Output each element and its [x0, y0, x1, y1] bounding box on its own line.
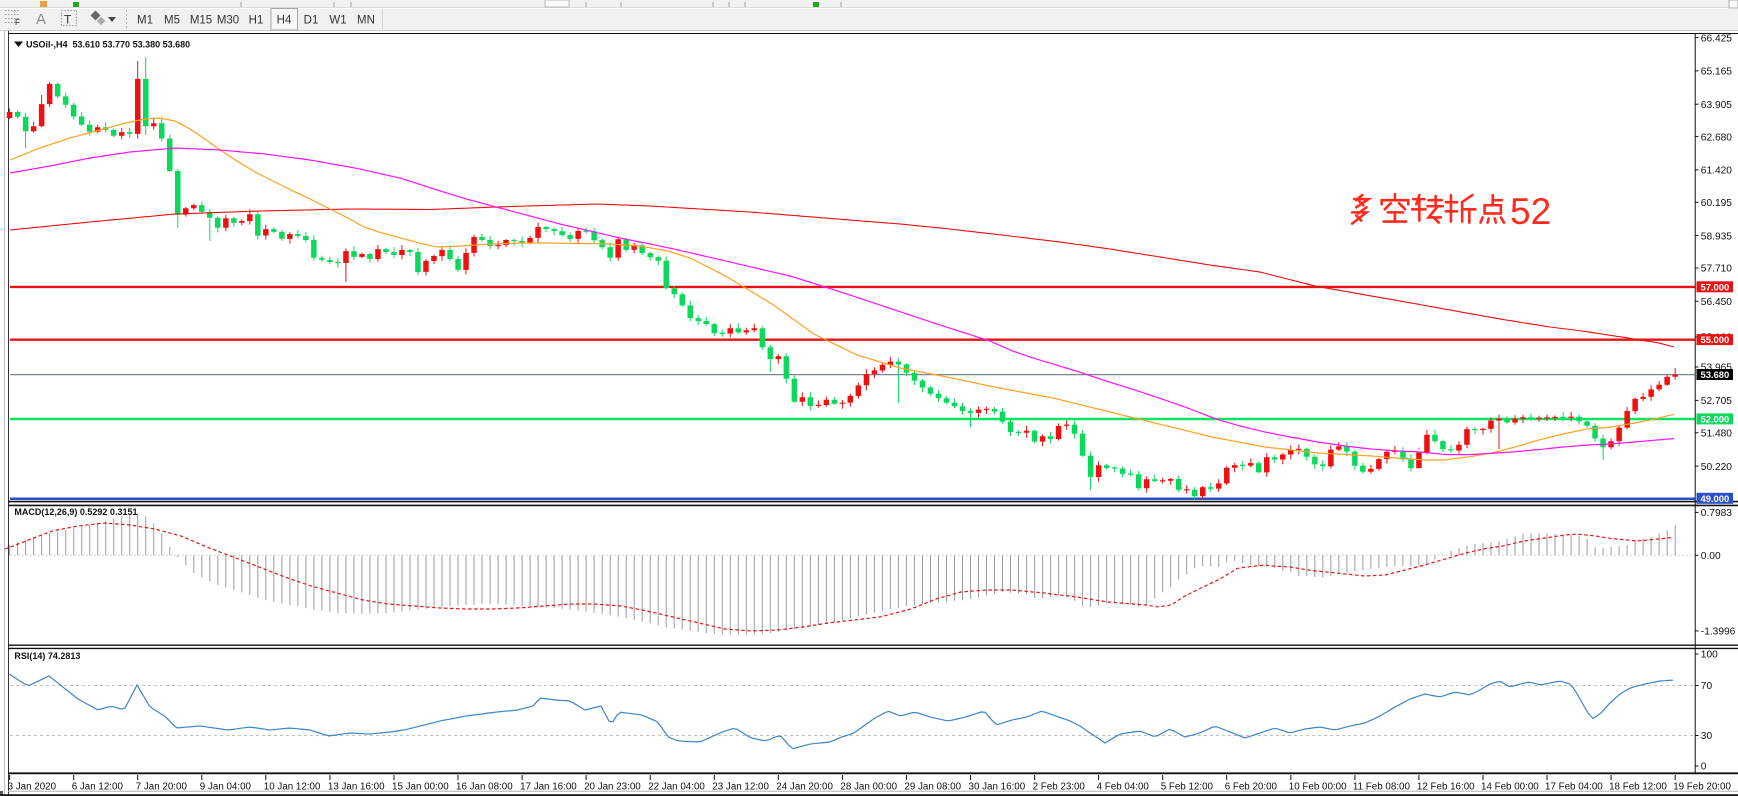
svg-text:W1: W1	[329, 15, 346, 27]
svg-text:14 Feb 00:00: 14 Feb 00:00	[1481, 782, 1539, 793]
svg-text:29 Jan 08:00: 29 Jan 08:00	[904, 782, 961, 793]
svg-text:49.000: 49.000	[1701, 493, 1730, 504]
svg-text:16 Jan 08:00: 16 Jan 08:00	[456, 782, 513, 793]
svg-text:22 Jan 04:00: 22 Jan 04:00	[648, 782, 705, 793]
svg-text:MN: MN	[357, 15, 375, 27]
svg-text:M30: M30	[217, 15, 239, 27]
svg-text:4 Feb 04:00: 4 Feb 04:00	[1097, 782, 1150, 793]
svg-text:7 Jan 20:00: 7 Jan 20:00	[136, 782, 188, 793]
svg-text:52.705: 52.705	[1701, 396, 1732, 407]
svg-text:100: 100	[1701, 650, 1718, 661]
svg-text:19 Feb 20:00: 19 Feb 20:00	[1673, 782, 1731, 793]
svg-text:10 Jan 12:00: 10 Jan 12:00	[264, 782, 321, 793]
svg-text:17 Jan 16:00: 17 Jan 16:00	[520, 782, 577, 793]
svg-text:M1: M1	[137, 15, 153, 27]
svg-text:57.710: 57.710	[1701, 264, 1732, 275]
svg-text:11 Feb 08:00: 11 Feb 08:00	[1353, 782, 1411, 793]
svg-text:6 Jan 12:00: 6 Jan 12:00	[72, 782, 124, 793]
svg-text:24 Jan 20:00: 24 Jan 20:00	[776, 782, 833, 793]
svg-text:5 Feb 12:00: 5 Feb 12:00	[1161, 782, 1214, 793]
svg-text:56.450: 56.450	[1701, 297, 1732, 308]
svg-text:30 Jan 16:00: 30 Jan 16:00	[969, 782, 1026, 793]
svg-text:52.000: 52.000	[1701, 413, 1730, 424]
svg-text:M15: M15	[190, 15, 212, 27]
svg-text:57.000: 57.000	[1701, 281, 1730, 292]
svg-text:H4: H4	[277, 15, 292, 27]
svg-text:12 Feb 16:00: 12 Feb 16:00	[1417, 782, 1475, 793]
svg-text:0.7983: 0.7983	[1701, 508, 1732, 519]
svg-text:55.000: 55.000	[1701, 334, 1730, 345]
svg-text:RSI(14) 74.2813: RSI(14) 74.2813	[14, 651, 80, 661]
svg-text:18 Feb 12:00: 18 Feb 12:00	[1609, 782, 1667, 793]
svg-text:MACD(12,26,9) 0.5292 0.3151: MACD(12,26,9) 0.5292 0.3151	[14, 507, 137, 517]
svg-text:M5: M5	[164, 15, 180, 27]
svg-text:61.420: 61.420	[1701, 166, 1732, 177]
svg-text:50.220: 50.220	[1701, 462, 1732, 473]
svg-text:20 Jan 23:00: 20 Jan 23:00	[584, 782, 641, 793]
svg-text:2 Feb 23:00: 2 Feb 23:00	[1033, 782, 1086, 793]
svg-text:T: T	[64, 13, 72, 27]
svg-text:58.935: 58.935	[1701, 231, 1732, 242]
svg-text:6 Feb 20:00: 6 Feb 20:00	[1225, 782, 1278, 793]
svg-text:0: 0	[1701, 762, 1707, 773]
svg-text:30: 30	[1701, 731, 1713, 742]
svg-text:0.00: 0.00	[1701, 551, 1721, 562]
svg-text:H1: H1	[249, 15, 264, 27]
svg-text:23 Jan 12:00: 23 Jan 12:00	[712, 782, 769, 793]
svg-text:10 Feb 00:00: 10 Feb 00:00	[1289, 782, 1347, 793]
svg-text:66.425: 66.425	[1701, 33, 1732, 44]
svg-text:13 Jan 16:00: 13 Jan 16:00	[328, 782, 385, 793]
svg-text:53.965: 53.965	[1701, 363, 1732, 374]
svg-text:9 Jan 04:00: 9 Jan 04:00	[200, 782, 252, 793]
svg-text:A: A	[36, 11, 46, 28]
svg-text:53.680: 53.680	[1701, 369, 1730, 380]
svg-text:51.480: 51.480	[1701, 429, 1732, 440]
svg-text:62.680: 62.680	[1701, 132, 1732, 143]
svg-text:70: 70	[1701, 681, 1713, 692]
svg-text:3 Jan 2020: 3 Jan 2020	[8, 782, 57, 793]
svg-text:65.165: 65.165	[1701, 67, 1732, 78]
svg-text:15 Jan 00:00: 15 Jan 00:00	[392, 782, 449, 793]
svg-text:-1.3996: -1.3996	[1701, 627, 1736, 638]
svg-text:F: F	[15, 18, 20, 27]
svg-text:28 Jan 00:00: 28 Jan 00:00	[840, 782, 897, 793]
svg-text:17 Feb 04:00: 17 Feb 04:00	[1545, 782, 1603, 793]
svg-text:60.195: 60.195	[1701, 198, 1732, 209]
svg-text:63.905: 63.905	[1701, 100, 1732, 111]
svg-text:D1: D1	[304, 15, 319, 27]
svg-text:52: 52	[1510, 191, 1551, 232]
svg-text:USOil-,H4 53.610 53.770 53.38: USOil-,H4 53.610 53.770 53.380 53.680	[26, 39, 190, 49]
